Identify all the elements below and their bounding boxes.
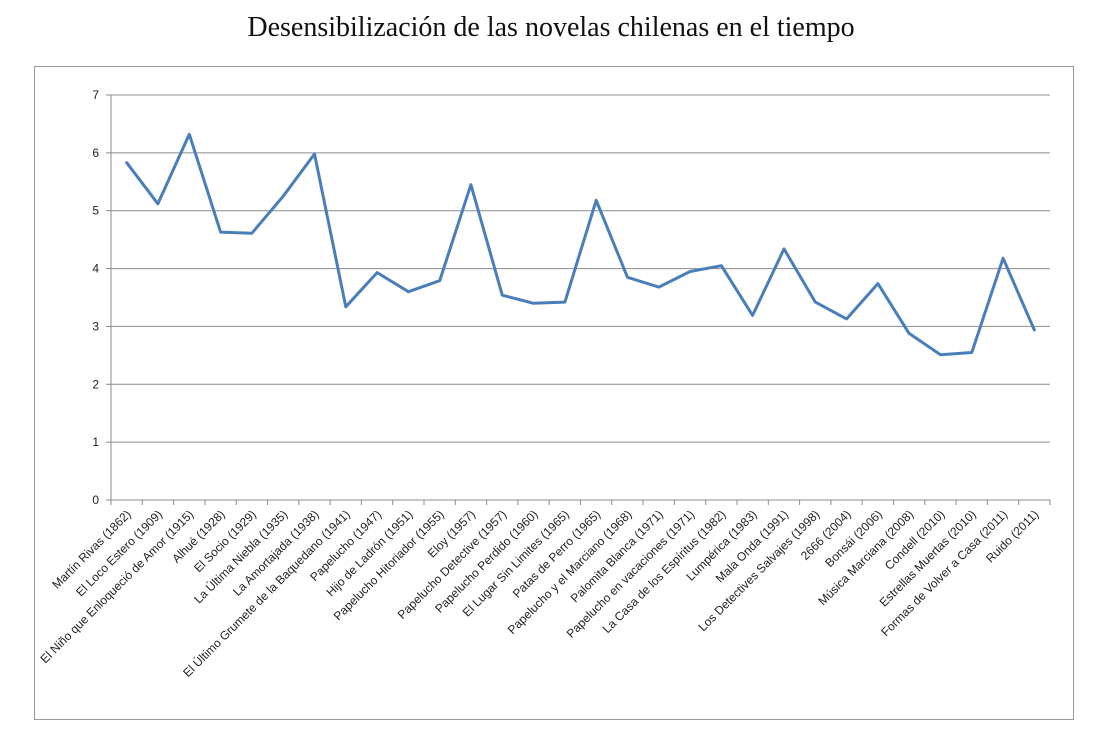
- y-tick-label: 3: [92, 319, 99, 333]
- series-line: [125, 132, 1036, 357]
- y-tick-label: 6: [92, 146, 99, 160]
- y-tick-label: 1: [92, 435, 99, 449]
- chart-title: Desensibilización de las novelas chilena…: [247, 12, 855, 43]
- y-tick-label: 4: [92, 262, 99, 276]
- y-tick-label: 2: [92, 377, 99, 391]
- series-layer: [125, 132, 1036, 357]
- gridlines: [111, 94, 1050, 443]
- y-tick-label: 7: [92, 88, 99, 102]
- y-tick-label: 0: [92, 493, 99, 507]
- x-axis: Martín Rivas (1862)El Loco Estero (1909)…: [37, 499, 1051, 680]
- y-tick-label: 5: [92, 204, 99, 218]
- y-axis: 0 1 2 3 4 5 6 7: [92, 88, 112, 507]
- chart-frame: [34, 66, 1074, 720]
